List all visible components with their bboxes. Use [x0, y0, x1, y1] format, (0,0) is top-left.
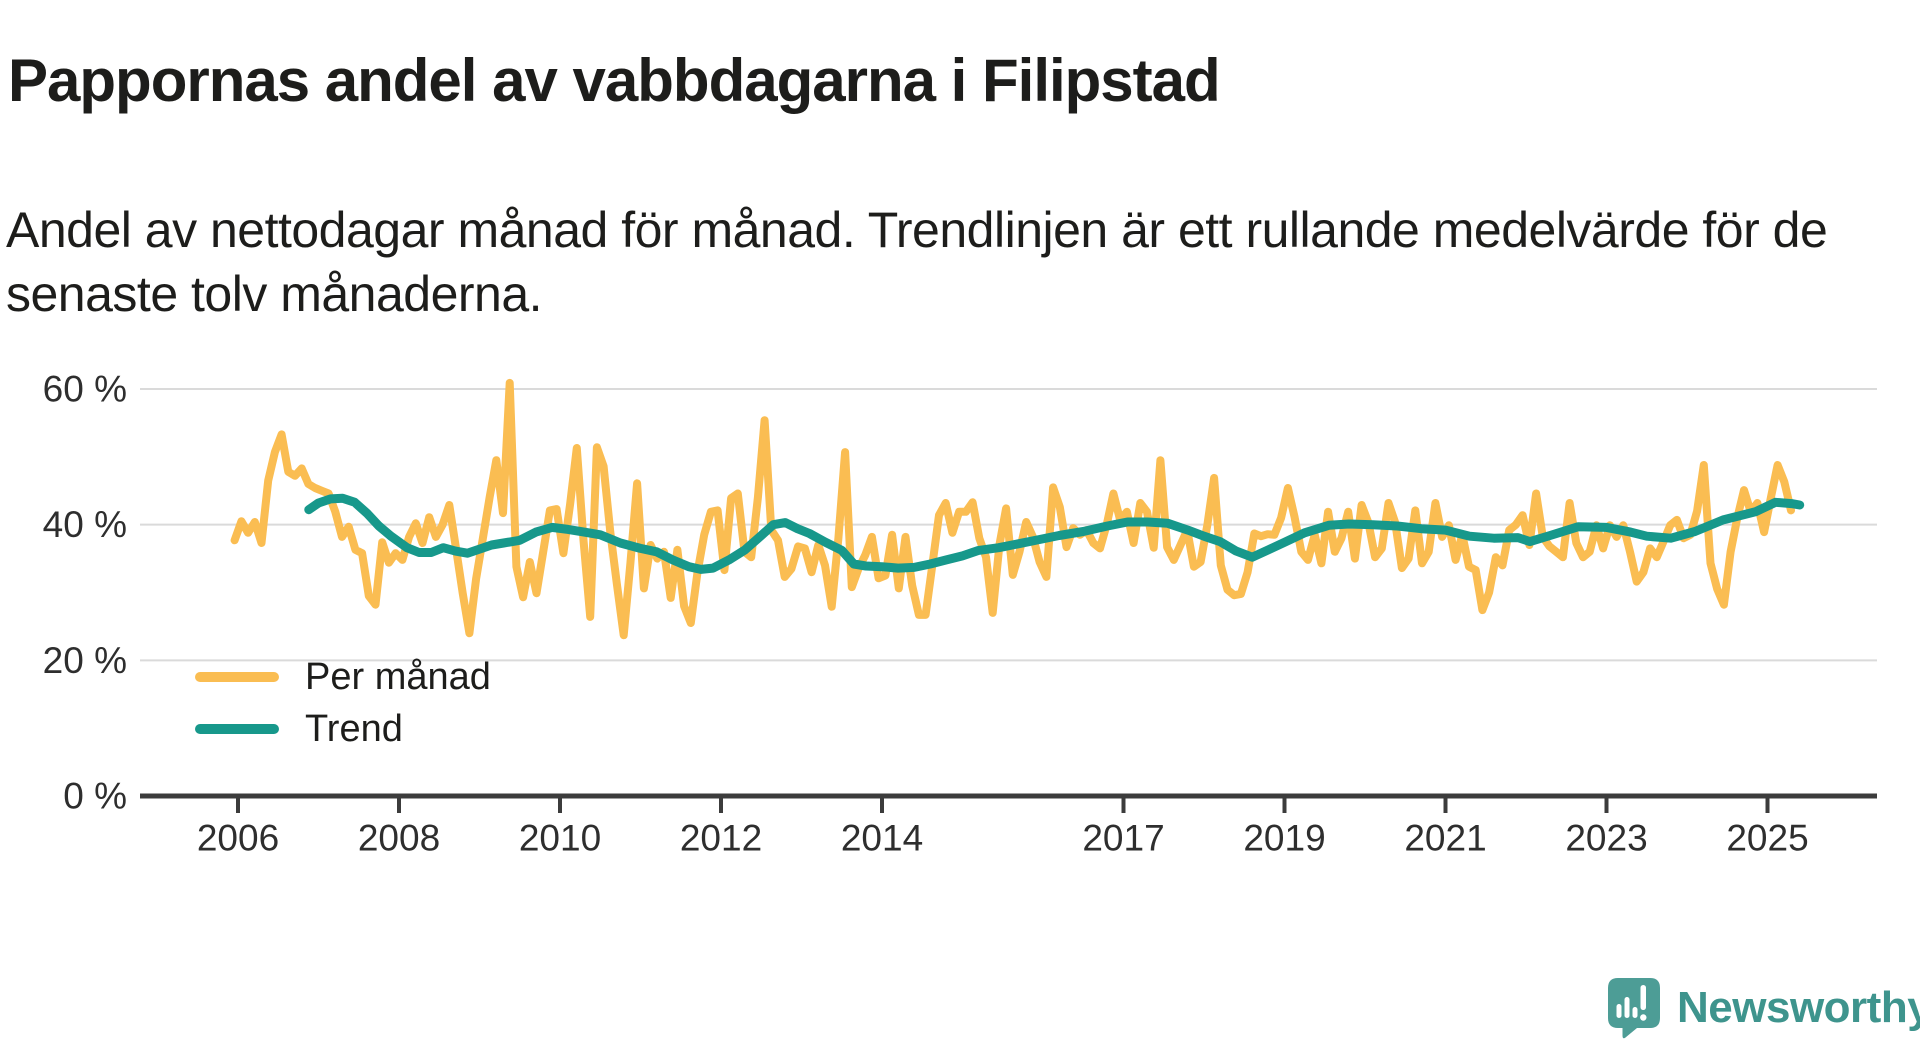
page-title: Pappornas andel av vabbdagarna i Filipst… [8, 47, 1221, 115]
per-month-line-swatch [195, 672, 279, 682]
legend-label-trend: Trend [305, 707, 403, 750]
y-tick-label-40: 40 % [43, 504, 127, 545]
x-tick-label-2010: 2010 [519, 817, 601, 858]
x-tick-label-2014: 2014 [841, 817, 923, 858]
x-tick-label-2008: 2008 [358, 817, 440, 858]
chart-legend: Per månad Trend [195, 651, 491, 755]
newsworthy-logo-icon [1608, 978, 1660, 1039]
x-tick-label-2019: 2019 [1243, 817, 1325, 858]
legend-item-trend: Trend [195, 703, 491, 755]
y-tick-label-60: 60 % [43, 369, 127, 410]
x-tick-label-2023: 2023 [1565, 817, 1647, 858]
x-tick-label-2006: 2006 [197, 817, 279, 858]
y-tick-label-0: 0 % [63, 776, 127, 817]
x-tick-label-2025: 2025 [1726, 817, 1808, 858]
x-tick-label-2012: 2012 [680, 817, 762, 858]
brand-name: Newsworthy [1677, 983, 1920, 1032]
x-tick-label-2021: 2021 [1404, 817, 1486, 858]
trend-line-swatch [195, 724, 279, 734]
legend-label-per-month: Per månad [305, 655, 491, 698]
y-tick-label-20: 20 % [43, 640, 127, 681]
trend-line [304, 493, 1805, 574]
per-month-line [230, 378, 1795, 640]
brand-footer: Newsworthy [1607, 977, 1920, 1039]
page-subtitle: Andel av nettodagar månad för månad. Tre… [6, 202, 1828, 322]
x-tick-label-2017: 2017 [1082, 817, 1164, 858]
legend-item-per-month: Per månad [195, 651, 491, 703]
